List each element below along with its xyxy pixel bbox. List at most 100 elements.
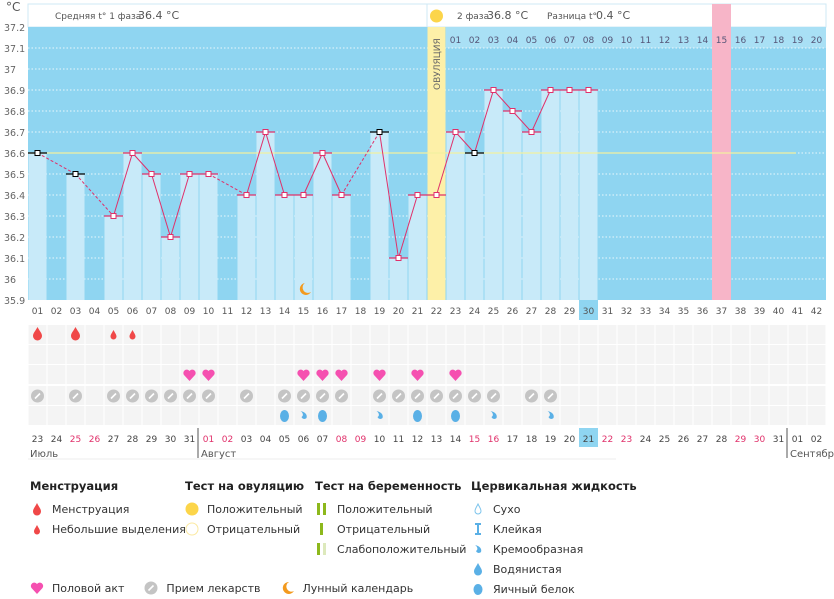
cycle-day-label: 27 (526, 307, 537, 317)
cycle-day-label: 10 (203, 307, 215, 317)
creamy-icon (547, 411, 554, 419)
luteal-day-label: 13 (678, 36, 689, 46)
legend-menstruation: Менструация Менструация Небольшие выделе… (30, 479, 186, 539)
day-bar (199, 174, 218, 300)
day-bar (104, 216, 123, 300)
event-cell (636, 365, 655, 384)
diff-label: Разница t° (547, 12, 597, 22)
temp-line-segment (170, 173, 190, 238)
event-cell (104, 365, 123, 384)
day-bar (408, 195, 427, 300)
event-cell (446, 325, 465, 344)
day-bar (541, 90, 560, 300)
event-cell (313, 345, 332, 364)
event-cell (47, 345, 66, 364)
event-cell (541, 345, 560, 364)
heart-icon (449, 369, 462, 381)
day-bar (123, 153, 142, 300)
luteal-day-label: 20 (811, 36, 823, 46)
date-label: 09 (355, 435, 367, 445)
highlight-column (712, 4, 731, 300)
temp-point (585, 87, 592, 93)
cycle-day-label: 02 (51, 307, 62, 317)
event-cell (142, 345, 161, 364)
event-cell (351, 345, 370, 364)
pill-stripe (129, 392, 136, 400)
event-cell (275, 325, 294, 344)
day-bar (237, 195, 256, 300)
temp-point (566, 87, 573, 93)
sticky-icon (475, 523, 481, 535)
event-cell (484, 345, 503, 364)
temp-line-segment (436, 131, 456, 196)
cycle-day-label: 29 (564, 307, 576, 317)
event-cell (123, 406, 142, 425)
event-cell (636, 386, 655, 405)
luteal-day-label: 03 (488, 36, 499, 46)
temp-point (167, 234, 174, 240)
date-label: 04 (260, 435, 272, 445)
event-cell (617, 345, 636, 364)
date-label: 25 (70, 435, 81, 445)
y-tick-label: 35.9 (4, 296, 25, 307)
legend-label: Отрицательный (207, 522, 301, 536)
cycle-day-label: 14 (279, 307, 291, 317)
event-cell (617, 386, 636, 405)
luteal-day-label: 14 (697, 36, 709, 46)
temp-line-segment (493, 89, 513, 112)
event-cell (446, 345, 465, 364)
event-cell (142, 406, 161, 425)
pill-stripe (110, 392, 117, 400)
pill-stripe (243, 392, 250, 400)
y-tick-label: 36.8 (4, 107, 25, 118)
event-cell (199, 325, 218, 344)
day-bar (389, 258, 408, 300)
temp-point (186, 171, 193, 177)
date-label: 02 (222, 435, 233, 445)
date-label: 29 (146, 435, 158, 445)
event-cell (655, 345, 674, 364)
cycle-day-label: 05 (108, 307, 119, 317)
phase2-value: 36.8 °C (487, 9, 528, 22)
cycle-day-label: 33 (640, 307, 651, 317)
temp-point (300, 192, 307, 198)
event-cell (788, 386, 807, 405)
event-cell (256, 365, 275, 384)
temp-point (72, 171, 79, 177)
temp-line-segment (208, 173, 247, 196)
event-cell (332, 345, 351, 364)
temp-point (547, 87, 554, 93)
luteal-day-label: 02 (469, 36, 480, 46)
small-drop-icon (34, 525, 40, 535)
event-cell (636, 325, 655, 344)
date-label: 21 (583, 435, 594, 445)
legend-pregnancy-test: Тест на беременность Положительный Отриц… (315, 479, 466, 559)
day-bar (161, 237, 180, 300)
phase1-label: Средняя t° 1 фаза (55, 12, 141, 22)
temp-point (205, 171, 212, 177)
cycle-day-label: 32 (621, 307, 632, 317)
event-cell (180, 345, 199, 364)
date-label: 27 (697, 435, 708, 445)
luteal-day-label: 19 (792, 36, 804, 46)
egg-white-icon (280, 410, 289, 422)
event-cell (522, 345, 541, 364)
luteal-day-label: 04 (507, 36, 519, 46)
date-label: 01 (203, 435, 214, 445)
event-cell (750, 365, 769, 384)
event-cell (465, 345, 484, 364)
date-label: 02 (811, 435, 822, 445)
pill-stripe (547, 392, 554, 400)
temp-point (509, 108, 516, 114)
temp-line-segment (132, 152, 152, 175)
day-bar (294, 195, 313, 300)
event-cell (408, 325, 427, 344)
cycle-day-label: 11 (222, 307, 233, 317)
day-bar (503, 111, 522, 300)
day-bar (180, 174, 199, 300)
event-cell (769, 365, 788, 384)
date-label: 13 (431, 435, 442, 445)
event-cell (712, 386, 731, 405)
temp-line-segment (75, 173, 114, 217)
heart-icon (183, 369, 196, 381)
